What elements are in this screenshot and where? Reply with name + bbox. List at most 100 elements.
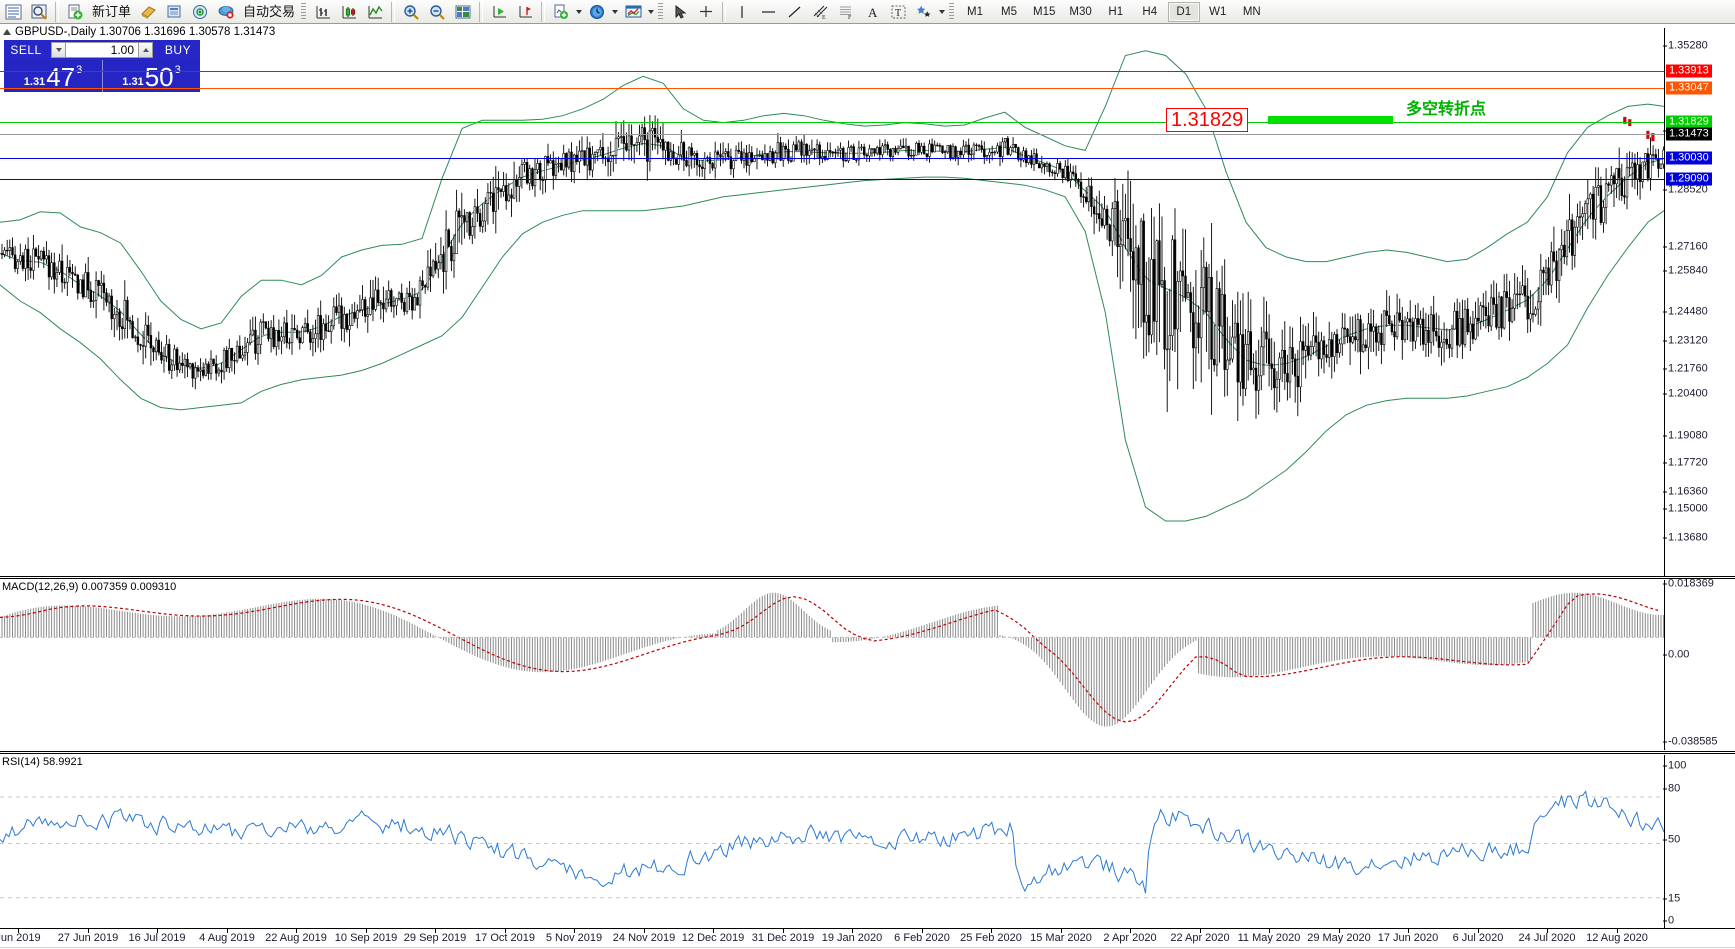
price-level-line[interactable] [0, 179, 1664, 180]
price-level-badge[interactable]: 1.31829 [1666, 115, 1712, 129]
data-window-icon[interactable] [27, 1, 51, 23]
zoom-in-icon[interactable] [399, 1, 423, 23]
one-click-trading-panel[interactable]: SELL 1.00 BUY 1.31 47 3 1.31 50 3 [4, 40, 200, 92]
axis-tick-label: 1.24480 [1663, 305, 1708, 318]
x-axis-tick-mark [88, 929, 89, 933]
macd-chart-canvas[interactable] [0, 580, 1735, 750]
vertical-line-icon[interactable] [730, 1, 754, 23]
svg-text:E: E [822, 15, 826, 20]
new-order-icon[interactable] [63, 1, 87, 23]
chart-shift-icon[interactable] [513, 1, 537, 23]
buy-button[interactable]: BUY [156, 40, 200, 60]
autotrading-icon[interactable] [214, 1, 238, 23]
sell-button[interactable]: SELL [4, 40, 48, 60]
macd-pane-separator[interactable] [0, 576, 1735, 579]
rsi-line [0, 790, 1665, 894]
x-axis-tick-mark [574, 929, 575, 933]
svg-text:T: T [895, 8, 901, 19]
toolbar-divider [55, 1, 59, 22]
metaeditor-icon[interactable] [136, 1, 160, 23]
timeframe-m5[interactable]: M5 [1001, 5, 1018, 18]
volume-stepper[interactable]: 1.00 [48, 40, 156, 60]
svg-text:A: A [868, 5, 878, 20]
price-level-line[interactable] [0, 158, 1664, 159]
toolbar-grip[interactable] [949, 2, 955, 21]
volume-decrease-button[interactable] [51, 42, 66, 58]
toolbar-grip[interactable] [301, 2, 307, 21]
rsi-chart-canvas[interactable] [0, 755, 1735, 928]
macd-indicator-label: MACD(12,26,9) 0.007359 0.009310 [2, 581, 177, 593]
periods-icon[interactable] [585, 1, 609, 23]
terminal-icon[interactable] [162, 1, 186, 23]
buy-price-display[interactable]: 1.31 50 3 [102, 60, 200, 92]
bar-chart-icon[interactable] [311, 1, 335, 23]
x-axis-tick-label: 4 Aug 2019 [199, 932, 255, 944]
price-chart-canvas[interactable] [0, 0, 1735, 580]
x-axis-tick-label: 29 May 2020 [1307, 932, 1371, 944]
symbol-ohlc-text: GBPUSD-,Daily 1.30706 1.31696 1.30578 1.… [15, 26, 276, 38]
sell-price-display[interactable]: 1.31 47 3 [4, 60, 102, 92]
text-label-icon[interactable]: T [886, 1, 910, 23]
equidistant-channel-icon[interactable]: E [808, 1, 832, 23]
chart-menu-triangle-icon[interactable] [3, 29, 11, 35]
price-axis-line [1664, 28, 1665, 578]
line-chart-icon[interactable] [363, 1, 387, 23]
x-axis-tick-label: 6 Feb 2020 [894, 932, 950, 944]
shapes-icon[interactable] [912, 1, 936, 23]
timeframe-m30[interactable]: M30 [1069, 5, 1092, 18]
rsi-pane-separator[interactable] [0, 751, 1735, 754]
toolbar-divider [479, 1, 484, 22]
volume-increase-button[interactable] [138, 42, 153, 58]
axis-tick-label: 1.17720 [1663, 456, 1708, 469]
timeframe-h4[interactable]: H4 [1142, 5, 1158, 18]
indicator-line [0, 176, 1665, 522]
indicators-icon[interactable] [549, 1, 573, 23]
volume-input[interactable]: 1.00 [66, 42, 138, 58]
trendline-icon[interactable] [782, 1, 806, 23]
timeframe-m15[interactable]: M15 [1033, 5, 1056, 18]
zoom-out-icon[interactable] [425, 1, 449, 23]
new-order-label[interactable]: 新订单 [92, 3, 132, 19]
price-level-line[interactable] [0, 134, 1664, 135]
price-level-line[interactable] [0, 88, 1664, 89]
text-icon[interactable]: A [860, 1, 884, 23]
auto-scroll-icon[interactable] [487, 1, 511, 23]
timeframe-w1[interactable]: W1 [1209, 5, 1227, 18]
crosshair-icon[interactable] [694, 1, 718, 23]
candlestick-chart-icon[interactable] [337, 1, 361, 23]
x-axis-tick-mark [852, 929, 853, 933]
support-zone-highlight [1268, 116, 1393, 124]
x-axis-tick-label: 22 Aug 2019 [265, 932, 327, 944]
price-level-badge[interactable]: 1.30030 [1666, 151, 1712, 165]
timeframe-mn[interactable]: MN [1242, 5, 1261, 18]
toolbar-divider [541, 1, 546, 22]
chart-grid-icon[interactable] [451, 1, 475, 23]
axis-tick-label: 1.15000 [1663, 502, 1708, 515]
x-axis-tick-label: 6 Jul 2020 [1452, 932, 1504, 944]
x-axis-tick-label: 25 Feb 2020 [960, 932, 1022, 944]
axis-tick-label: 0.018369 [1663, 577, 1714, 590]
price-level-line[interactable] [0, 71, 1664, 72]
timeframe-m1[interactable]: M1 [967, 5, 984, 18]
price-level-badge[interactable]: 1.33047 [1666, 81, 1712, 95]
autotrading-label[interactable]: 自动交易 [243, 3, 296, 19]
current-candle-marker [1623, 116, 1655, 142]
price-annotation-label[interactable]: 1.31829 [1166, 108, 1249, 132]
timeframe-d1[interactable]: D1 [1167, 1, 1200, 22]
cursor-icon[interactable] [668, 1, 692, 23]
market-watch-icon[interactable] [1, 1, 25, 23]
timeframe-h1[interactable]: H1 [1108, 5, 1124, 18]
sell-price-prefix: 1.31 [23, 76, 46, 88]
navigator-icon[interactable] [188, 1, 212, 23]
toolbar-grip[interactable] [658, 2, 664, 21]
x-axis-tick-label: 24 Nov 2019 [612, 932, 676, 944]
axis-tick-label: 0 [1662, 914, 1675, 927]
price-level-badge[interactable]: 1.29090 [1666, 172, 1712, 186]
horizontal-line-icon[interactable] [756, 1, 780, 23]
price-level-badge[interactable]: 1.31473 [1666, 127, 1712, 141]
templates-icon[interactable] [621, 1, 645, 23]
price-level-badge[interactable]: 1.33913 [1666, 64, 1712, 78]
fibonacci-retracement-icon[interactable]: F [834, 1, 858, 23]
price-level-line[interactable] [0, 122, 1664, 123]
x-axis-tick-mark [713, 929, 714, 933]
